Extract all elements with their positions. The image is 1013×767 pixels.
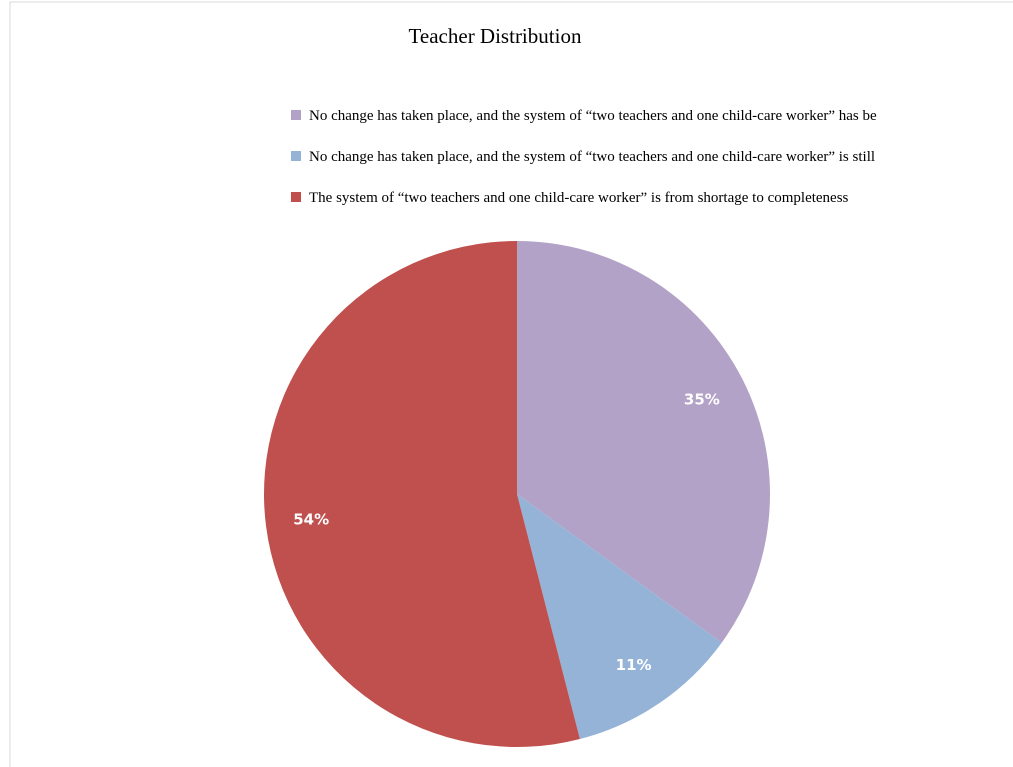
legend-label: No change has taken place, and the syste…	[309, 108, 877, 124]
data-label: 35%	[684, 390, 720, 408]
data-label: 11%	[616, 656, 652, 674]
legend-swatch	[291, 151, 301, 161]
legend-swatch	[291, 192, 301, 202]
legend-label: The system of “two teachers and one chil…	[309, 190, 849, 206]
pie-slice	[263, 241, 580, 747]
chart-title: Teacher Distribution	[409, 24, 582, 48]
data-label: 54%	[293, 511, 329, 529]
legend-label: No change has taken place, and the syste…	[309, 149, 875, 165]
pie-slice	[517, 494, 722, 740]
pie-slice	[517, 241, 770, 643]
legend-swatch	[291, 110, 301, 120]
